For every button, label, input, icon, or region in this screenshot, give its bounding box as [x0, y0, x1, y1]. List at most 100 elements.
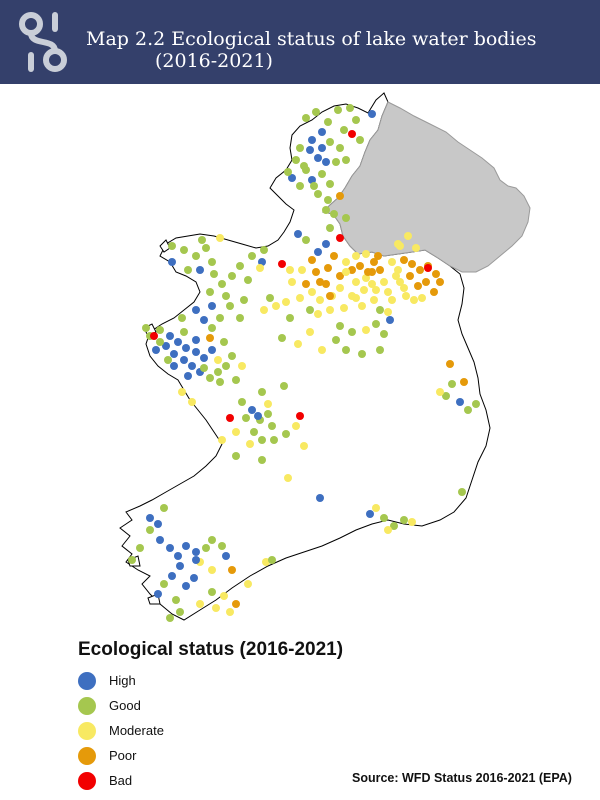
lake-point-moderate — [340, 304, 348, 312]
lake-point-good — [380, 330, 388, 338]
lake-point-good — [214, 368, 222, 376]
lake-point-good — [156, 326, 164, 334]
lake-point-high — [192, 306, 200, 314]
lake-point-moderate — [218, 436, 226, 444]
lake-point-good — [260, 246, 268, 254]
lake-point-good — [376, 306, 384, 314]
lake-point-high — [318, 144, 326, 152]
lake-point-good — [208, 536, 216, 544]
lake-point-moderate — [306, 328, 314, 336]
lake-point-good — [218, 280, 226, 288]
ireland-map — [119, 92, 531, 622]
lake-point-good — [166, 614, 174, 622]
lake-point-high — [192, 556, 200, 564]
lake-point-high — [314, 154, 322, 162]
lake-point-bad — [296, 412, 304, 420]
lake-point-good — [242, 414, 250, 422]
lake-point-bad — [348, 130, 356, 138]
lake-point-good — [178, 314, 186, 322]
lake-point-moderate — [384, 288, 392, 296]
lake-point-good — [464, 406, 472, 414]
lake-point-good — [238, 398, 246, 406]
lake-point-good — [208, 324, 216, 332]
lake-point-moderate — [298, 266, 306, 274]
lake-point-good — [302, 236, 310, 244]
lake-point-good — [300, 162, 308, 170]
lake-point-moderate — [196, 600, 204, 608]
lake-point-good — [376, 346, 384, 354]
lake-point-high — [192, 348, 200, 356]
map-title: Map 2.2 Ecological status of lake water … — [86, 28, 586, 72]
lake-point-good — [312, 108, 320, 116]
lake-point-moderate — [352, 252, 360, 260]
legend-label-high: High — [109, 673, 136, 688]
legend-label-moderate: Moderate — [109, 723, 164, 738]
lake-point-poor — [406, 272, 414, 280]
lake-point-good — [200, 364, 208, 372]
lake-point-moderate — [214, 356, 222, 364]
lake-point-poor — [400, 256, 408, 264]
lake-point-moderate — [272, 302, 280, 310]
lake-point-good — [258, 456, 266, 464]
lake-point-high — [168, 258, 176, 266]
lake-point-high — [156, 536, 164, 544]
lake-point-good — [400, 516, 408, 524]
lake-point-good — [236, 314, 244, 322]
lake-point-poor — [302, 280, 310, 288]
lake-point-poor — [322, 280, 330, 288]
lake-point-moderate — [380, 278, 388, 286]
legend-label-bad: Bad — [109, 773, 133, 788]
lake-point-high — [248, 406, 256, 414]
lake-point-good — [380, 514, 388, 522]
legend-title: Ecological status (2016-2021) — [78, 639, 344, 660]
lake-point-high — [196, 266, 204, 274]
lake-point-high — [182, 582, 190, 590]
lake-point-moderate — [178, 388, 186, 396]
lake-point-good — [168, 242, 176, 250]
lake-point-good — [324, 196, 332, 204]
lake-point-high — [318, 128, 326, 136]
lake-point-good — [282, 430, 290, 438]
lake-point-good — [146, 526, 154, 534]
lake-point-moderate — [326, 306, 334, 314]
lake-point-high — [386, 316, 394, 324]
lake-point-poor — [374, 252, 382, 260]
lake-point-poor — [446, 360, 454, 368]
lake-point-good — [226, 302, 234, 310]
lake-point-moderate — [308, 288, 316, 296]
lake-point-good — [160, 580, 168, 588]
lake-point-good — [156, 338, 164, 346]
lake-point-good — [206, 288, 214, 296]
lake-point-good — [342, 346, 350, 354]
lake-point-high — [190, 574, 198, 582]
lake-point-good — [330, 210, 338, 218]
lake-point-good — [326, 224, 334, 232]
lake-point-good — [198, 236, 206, 244]
lake-point-good — [348, 328, 356, 336]
lake-point-moderate — [358, 302, 366, 310]
lake-point-high — [222, 552, 230, 560]
lake-point-moderate — [342, 268, 350, 276]
lake-point-moderate — [412, 244, 420, 252]
lake-point-good — [332, 336, 340, 344]
lake-point-high — [180, 356, 188, 364]
lake-point-high — [192, 336, 200, 344]
lake-point-high — [208, 346, 216, 354]
lake-point-good — [390, 522, 398, 530]
lake-point-high — [288, 174, 296, 182]
lake-point-good — [220, 338, 228, 346]
lake-point-good — [358, 350, 366, 358]
lake-point-good — [268, 422, 276, 430]
lake-point-good — [318, 170, 326, 178]
lake-point-good — [128, 556, 136, 564]
lake-point-moderate — [384, 308, 392, 316]
lake-point-good — [184, 266, 192, 274]
lake-point-good — [292, 156, 300, 164]
lake-point-moderate — [188, 398, 196, 406]
lake-point-high — [316, 494, 324, 502]
lake-point-moderate — [408, 518, 416, 526]
lake-point-good — [334, 106, 342, 114]
legend-label-poor: Poor — [109, 748, 137, 763]
lake-point-good — [208, 588, 216, 596]
lake-point-bad — [150, 332, 158, 340]
